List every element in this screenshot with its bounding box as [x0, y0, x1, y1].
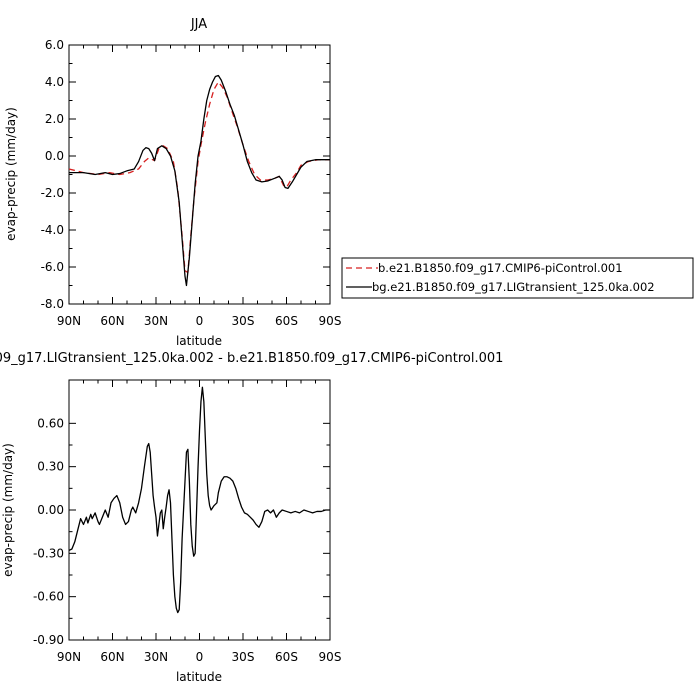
- legend: b.e21.B1850.f09_g17.CMIP6-piControl.001 …: [341, 257, 694, 299]
- bottom-x-tick-label: 60S: [275, 650, 298, 664]
- bottom-chart-title: bg.e21.B1850.f09_g17.LIGtransient_125.0k…: [0, 351, 503, 366]
- legend-box: [341, 257, 694, 299]
- top-y-tick-label: -4.0: [41, 223, 64, 237]
- top-series-line-1: [68, 81, 330, 274]
- bottom-y-tick-label: -0.30: [33, 546, 64, 560]
- legend-label-control: b.e21.B1850.f09_g17.CMIP6-piControl.001: [378, 261, 623, 275]
- top-x-tick-label: 60S: [275, 314, 298, 328]
- top-y-tick-label: 6.0: [45, 38, 64, 52]
- top-axis-ticks: [68, 44, 331, 305]
- bottom-x-tick-label: 30N: [144, 650, 168, 664]
- top-x-tick-label: 0: [196, 314, 204, 328]
- bottom-y-tick-label: 0.00: [37, 503, 64, 517]
- bottom-x-axis-label: latitude: [176, 670, 222, 684]
- top-y-axis-label: evap-precip (mm/day): [4, 107, 18, 241]
- top-y-tick-label: -2.0: [41, 186, 64, 200]
- top-x-tick-label: 30S: [232, 314, 255, 328]
- top-x-tick-label: 30N: [144, 314, 168, 328]
- top-series-line-2: [69, 74, 330, 287]
- top-tick-labels: 90N 60N 30N 0 30S 60S 90S 6.0 4.0 2.0 0.0 -2.0 -4.0 -…: [41, 38, 342, 328]
- bottom-x-tick-label: 90S: [319, 650, 342, 664]
- bottom-series-layer: [68, 386, 330, 614]
- bottom-x-tick-label: 30S: [232, 650, 255, 664]
- top-x-tick-label: 90N: [57, 314, 81, 328]
- bottom-tick-labels: 90N 60N 30N 0 30S 60S 90S 0.60 0.30 0.00 -0.30 -0.6…: [33, 416, 342, 664]
- top-y-tick-label: 2.0: [45, 112, 64, 126]
- top-x-tick-label: 60N: [100, 314, 124, 328]
- top-x-tick-label: 90S: [319, 314, 342, 328]
- legend-label-ligtransient: bg.e21.B1850.f09_g17.LIGtransient_125.0k…: [372, 280, 655, 294]
- top-panel: JJA 90N 60N 30N 0 30S 60S 90S 6.0 4.0 2.0 0.0 -2.0 -…: [4, 17, 694, 348]
- bottom-y-axis-label: evap-precip (mm/day): [1, 443, 15, 577]
- bottom-x-tick-label: 60N: [100, 650, 124, 664]
- bottom-y-tick-label: -0.60: [33, 590, 64, 604]
- top-y-tick-label: -6.0: [41, 260, 64, 274]
- top-y-tick-label: 4.0: [45, 75, 64, 89]
- bottom-x-tick-label: 90N: [57, 650, 81, 664]
- bottom-y-tick-label: 0.30: [37, 460, 64, 474]
- top-y-tick-label: 0.0: [45, 149, 64, 163]
- bottom-y-tick-label: 0.60: [37, 416, 64, 430]
- bottom-y-tick-label: -0.90: [33, 633, 64, 647]
- top-series-layer: [68, 74, 330, 287]
- bottom-panel: bg.e21.B1850.f09_g17.LIGtransient_125.0k…: [0, 351, 503, 684]
- top-x-axis-label: latitude: [176, 334, 222, 348]
- bottom-series-line-1: [68, 386, 330, 614]
- bottom-x-tick-label: 0: [196, 650, 204, 664]
- top-chart-title: JJA: [190, 17, 207, 32]
- top-plot-frame: [68, 44, 331, 305]
- top-y-tick-label: -8.0: [41, 297, 64, 311]
